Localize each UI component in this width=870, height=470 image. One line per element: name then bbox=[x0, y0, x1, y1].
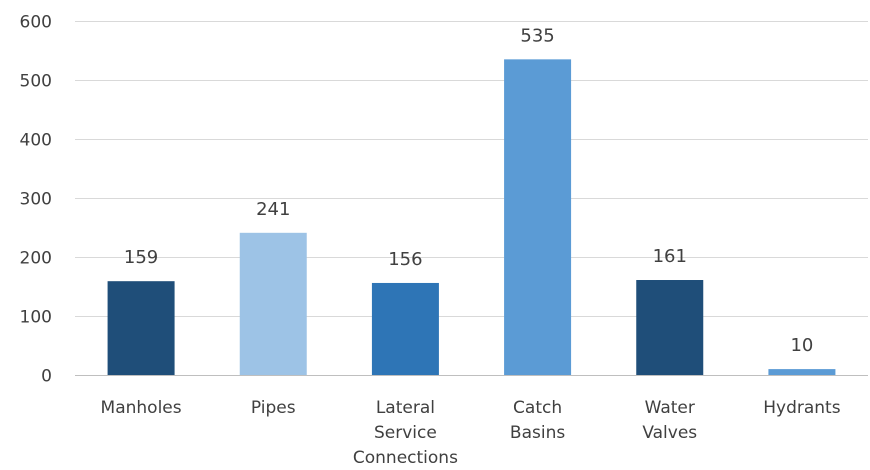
x-category-label-line: Basins bbox=[510, 423, 565, 443]
x-category-label-line: Catch bbox=[513, 398, 562, 418]
bar bbox=[636, 280, 704, 375]
x-category-label: Manholes bbox=[101, 398, 182, 418]
data-label: 156 bbox=[388, 249, 422, 270]
bar bbox=[768, 369, 836, 375]
x-category-label-line: Valves bbox=[642, 423, 697, 443]
bars bbox=[107, 59, 836, 375]
y-tick-label: 100 bbox=[20, 308, 52, 328]
gridlines bbox=[75, 21, 868, 376]
data-label: 10 bbox=[790, 335, 813, 356]
x-category-label: Lateral Service Connections bbox=[353, 398, 458, 468]
data-label: 159 bbox=[124, 247, 158, 268]
bar bbox=[371, 282, 439, 375]
y-tick-label: 300 bbox=[20, 190, 52, 210]
y-axis-ticks: 0 100 200 300 400 500 600 bbox=[20, 13, 52, 387]
y-tick-label: 600 bbox=[20, 13, 52, 33]
y-tick-label: 200 bbox=[20, 249, 52, 269]
x-category-label-line: Manholes bbox=[101, 398, 182, 418]
bar bbox=[504, 59, 572, 375]
x-category-label: Hydrants bbox=[763, 398, 840, 418]
x-category-label-line: Connections bbox=[353, 448, 458, 468]
x-category-label-line: Water bbox=[645, 398, 695, 418]
y-tick-label: 400 bbox=[20, 131, 52, 151]
data-label: 535 bbox=[520, 25, 554, 46]
data-label: 161 bbox=[653, 246, 687, 267]
x-category-label-line: Pipes bbox=[251, 398, 296, 418]
y-tick-label: 0 bbox=[41, 367, 52, 387]
data-label: 241 bbox=[256, 199, 290, 220]
x-category-label: Pipes bbox=[251, 398, 296, 418]
data-labels: 159 241 156 535 161 10 bbox=[124, 25, 813, 356]
x-category-label: Catch Basins bbox=[510, 398, 565, 443]
x-category-label: Water Valves bbox=[642, 398, 697, 443]
x-category-label-line: Lateral bbox=[376, 398, 435, 418]
x-category-label-line: Hydrants bbox=[763, 398, 840, 418]
bar bbox=[107, 281, 175, 375]
bar bbox=[239, 232, 307, 375]
y-tick-label: 500 bbox=[20, 72, 52, 92]
x-category-label-line: Service bbox=[374, 423, 437, 443]
x-axis-categories: Manholes Pipes Lateral Service Connections Ca… bbox=[101, 398, 841, 468]
